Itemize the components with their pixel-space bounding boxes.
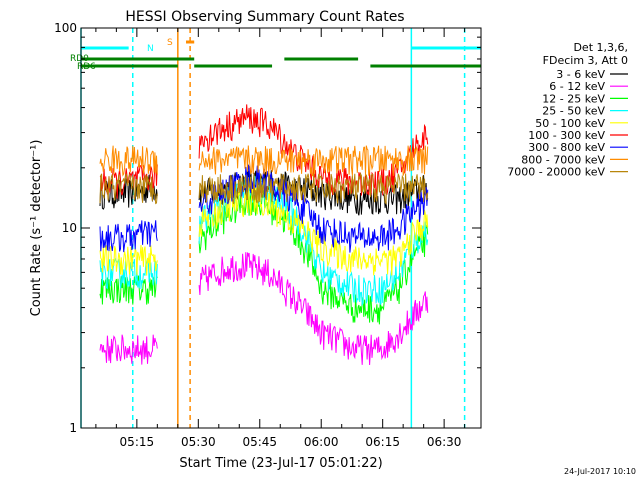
x-tick-label-4: 06:15 [365, 435, 400, 449]
x-tick-label-5: 06:30 [427, 435, 462, 449]
legend-label-5: 100 - 300 keV [528, 129, 605, 142]
series-line-6 [99, 164, 429, 253]
x-tick-label-0: 05:15 [120, 435, 155, 449]
x-tick-label-1: 05:30 [181, 435, 216, 449]
flag-label-rd0: RD0 [70, 54, 89, 64]
legend-label-3: 25 - 50 keV [542, 105, 605, 118]
chart-title: HESSI Observing Summary Count Rates [125, 9, 404, 25]
x-axis-ticks: 05:15 05:30 05:45 06:00 06:15 06:30 [95, 28, 466, 449]
legend-label-6: 300 - 800 keV [528, 141, 605, 154]
y-axis-label: Count Rate (s⁻¹ detector⁻¹) [29, 140, 44, 317]
series-line-7 [99, 145, 429, 177]
legend-label-0: 3 - 6 keV [556, 68, 605, 81]
legend-label-1: 6 - 12 keV [549, 80, 605, 93]
y-tick-label-2: 100 [54, 21, 77, 35]
y-tick-label-0: 1 [69, 421, 77, 435]
legend-header-0: Det 1,3,6, [573, 41, 628, 54]
timestamp: 24-Jul-2017 10:10 [564, 467, 636, 476]
legend-label-4: 50 - 100 keV [535, 117, 605, 130]
x-tick-label-2: 05:45 [242, 435, 277, 449]
y-axis-ticks: 1 10 100 [54, 21, 481, 435]
legend-label-2: 12 - 25 keV [542, 92, 605, 105]
flag-label-s: S [167, 38, 173, 48]
x-axis-label: Start Time (23-Jul-17 05:01:22) [179, 456, 382, 471]
series-line-1 [99, 252, 429, 366]
legend-header-1: FDecim 3, Att 0 [543, 54, 628, 67]
legend-label-8: 7000 - 20000 keV [507, 166, 605, 179]
series-line-8 [99, 172, 429, 205]
series-layer [99, 104, 429, 366]
flag-label-rd6: RD6 [77, 62, 96, 72]
legend-label-7: 800 - 7000 keV [521, 153, 605, 166]
y-tick-label-1: 10 [62, 221, 77, 235]
flag-label-n: N [147, 44, 154, 54]
x-tick-label-3: 06:00 [304, 435, 339, 449]
